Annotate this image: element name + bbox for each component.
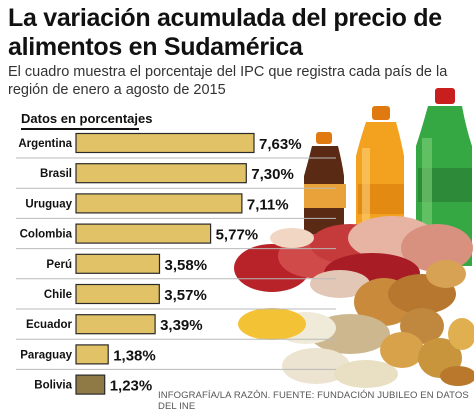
category-label: Argentina (18, 138, 72, 150)
bar (75, 163, 247, 184)
bar (75, 223, 212, 244)
bar (75, 374, 106, 395)
bar (75, 314, 156, 335)
meat-pile (234, 216, 473, 298)
legend-rule (21, 128, 139, 130)
category-label: Colombia (20, 229, 73, 241)
bar (75, 344, 109, 365)
bread (354, 260, 466, 326)
value-label: 3,39% (160, 317, 203, 334)
value-label: 1,38% (113, 347, 156, 364)
bar (75, 283, 160, 305)
value-label: 1,23% (110, 378, 153, 395)
bar (75, 193, 243, 214)
value-label: 3,57% (164, 287, 207, 304)
category-label: Chile (44, 289, 72, 301)
bar (75, 132, 255, 154)
source-note: INFOGRAFÍA/LA RAZÓN. FUENTE: FUNDACIÓN J… (158, 390, 469, 412)
chart-title: La variación acumulada del precio de ali… (8, 4, 442, 61)
value-label: 7,63% (259, 136, 302, 153)
grains (238, 308, 398, 388)
category-label: Ecuador (26, 319, 73, 331)
value-label: 7,30% (251, 166, 294, 183)
value-label: 7,11% (247, 196, 289, 213)
legend-label: Datos en porcentajes (21, 111, 153, 126)
category-label: Paraguay (20, 349, 72, 361)
bar (75, 253, 161, 274)
value-label: 3,58% (165, 257, 208, 274)
category-label: Perú (46, 259, 72, 271)
vegetables (380, 308, 474, 386)
category-label: Uruguay (25, 198, 72, 210)
food-illustration (234, 88, 474, 388)
value-label: 5,77% (216, 227, 259, 244)
category-label: Bolivia (34, 380, 72, 392)
chart-subtitle: El cuadro muestra el porcentaje del IPC … (8, 64, 448, 98)
category-label: Brasil (40, 168, 72, 180)
